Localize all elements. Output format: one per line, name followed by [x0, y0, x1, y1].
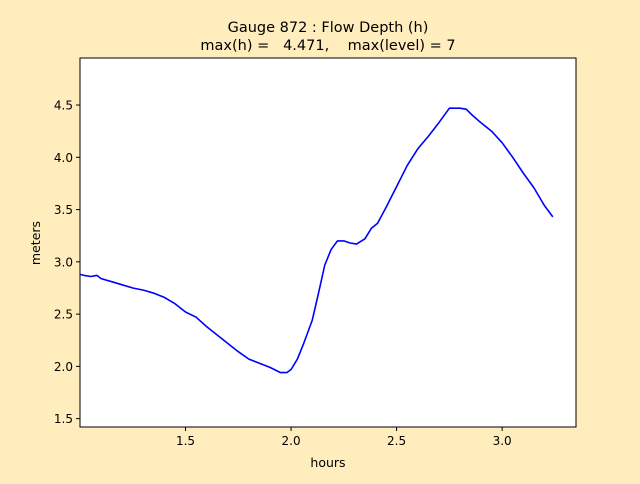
x-axis-ticks: 1.5 2.0 2.5 3.0: [176, 427, 512, 448]
y-tick-label: 4.0: [54, 151, 73, 165]
plot-frame: [79, 57, 577, 428]
plot-area: [80, 58, 576, 427]
y-tick-label: 4.5: [54, 99, 73, 113]
y-tick-label: 2.5: [54, 308, 73, 322]
x-tick-label: 2.5: [387, 434, 406, 448]
y-tick-label: 3.0: [54, 255, 73, 269]
series-line-0: [79, 107, 554, 374]
chart-title: Gauge 872 : Flow Depth (h): [228, 20, 429, 36]
x-tick-label: 1.5: [176, 434, 195, 448]
x-tick-label: 3.0: [493, 434, 512, 448]
x-axis-label: hours: [310, 455, 345, 470]
series-layer: [79, 107, 554, 374]
y-axis-label: meters: [28, 221, 43, 265]
y-axis-ticks: 1.5 2.0 2.5 3.0 3.5 4.0 4.5: [54, 99, 80, 426]
y-tick-label: 3.5: [54, 203, 73, 217]
chart-subtitle: max(h) = 4.471, max(level) = 7: [200, 38, 455, 54]
x-tick-label: 2.0: [282, 434, 301, 448]
y-tick-label: 2.0: [54, 360, 73, 374]
y-tick-label: 1.5: [54, 412, 73, 426]
